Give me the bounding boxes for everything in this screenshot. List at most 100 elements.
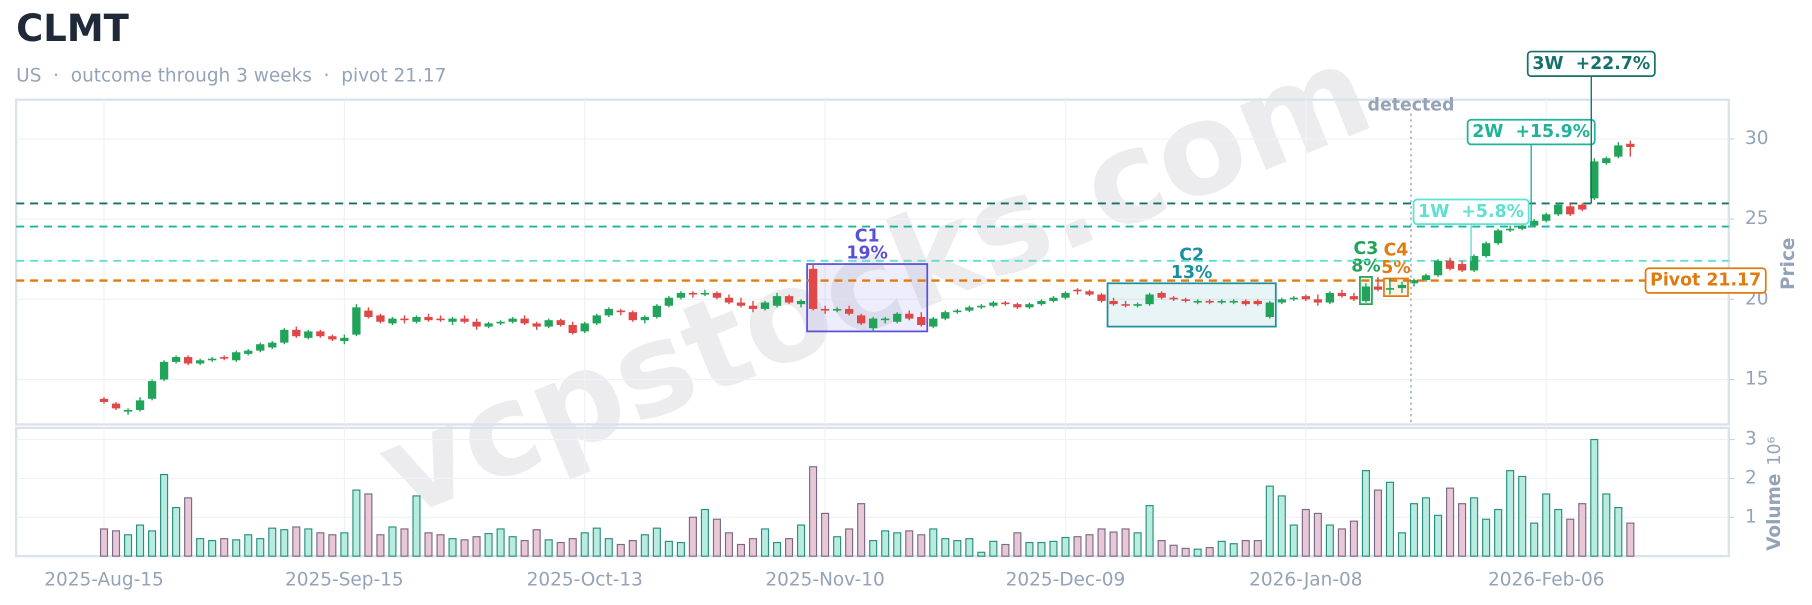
- volume-bar: [580, 532, 589, 557]
- volume-bar: [532, 529, 541, 557]
- volume-bar: [268, 527, 277, 557]
- y2-tick-label: 1: [1745, 506, 1757, 527]
- volume-bar: [496, 528, 505, 557]
- candle-body: [496, 321, 505, 324]
- label-box: [1412, 198, 1530, 225]
- x-tick-label: 2025-Sep-15: [285, 569, 404, 590]
- candle-body: [772, 296, 782, 306]
- candle-body: [1602, 158, 1611, 164]
- candle-body: [688, 292, 698, 295]
- label-box: [1526, 50, 1656, 78]
- volume-bar: [1578, 503, 1587, 557]
- volume-bar: [785, 538, 794, 557]
- volume-bar: [845, 528, 854, 557]
- volume-bar: [604, 538, 613, 557]
- candle-body: [700, 292, 710, 295]
- contraction-name: C3: [1354, 239, 1379, 259]
- volume-bar: [484, 533, 493, 557]
- volume-bar: [1506, 470, 1515, 557]
- candle-body: [977, 305, 986, 308]
- volume-bar: [1421, 497, 1431, 557]
- outcome-label: 1W +5.8%: [1418, 202, 1524, 222]
- volume-bar: [448, 538, 457, 557]
- candle-body: [1241, 300, 1250, 305]
- volume-bar: [280, 529, 289, 557]
- volume-bar: [1277, 495, 1286, 557]
- x-tick-label: 2025-Dec-09: [1006, 569, 1126, 590]
- candle-body: [424, 316, 433, 321]
- candle-body: [135, 400, 145, 410]
- candle-body: [917, 316, 926, 325]
- candle-body: [508, 318, 517, 322]
- volume-bar: [1554, 508, 1563, 557]
- volume-bar: [688, 516, 697, 557]
- volume-bar: [736, 543, 746, 557]
- volume-bar: [123, 534, 133, 557]
- candle-body: [159, 361, 169, 380]
- volume-bar: [1013, 532, 1022, 557]
- candle-body: [820, 308, 830, 311]
- contraction-depth: 13%: [1171, 263, 1212, 283]
- candle-body: [1205, 300, 1214, 303]
- contraction-depth: 5%: [1381, 258, 1410, 278]
- volume-bar: [797, 524, 806, 557]
- candle-body: [1337, 292, 1347, 297]
- candle-body: [1530, 220, 1539, 226]
- volume-bar: [664, 540, 673, 557]
- volume-bar: [1385, 481, 1395, 557]
- volume-bar: [760, 528, 770, 557]
- volume-bar: [256, 538, 265, 557]
- candle-body: [1289, 297, 1298, 300]
- label-box: [1466, 118, 1596, 146]
- volume-bar: [1482, 518, 1491, 557]
- candle-body: [280, 329, 289, 343]
- candle-body: [99, 398, 109, 402]
- volume-bar: [1518, 475, 1527, 557]
- candle-body: [388, 318, 397, 324]
- x-tick-label: 2025-Aug-15: [44, 569, 164, 590]
- candle-body: [748, 305, 758, 309]
- candle-body: [712, 292, 722, 298]
- candle-body: [953, 310, 962, 313]
- candle-body: [1253, 300, 1262, 305]
- volume-bar: [1373, 489, 1382, 557]
- volume-bar: [460, 539, 469, 557]
- y-tick-label: 30: [1745, 128, 1769, 149]
- volume-bar: [328, 534, 337, 557]
- volume-bar: [628, 540, 637, 557]
- candle-body: [520, 318, 529, 324]
- chart-title: CLMT: [16, 7, 129, 50]
- volume-bar: [1109, 531, 1118, 557]
- volume-bar: [616, 543, 625, 557]
- candle-body: [1193, 300, 1202, 303]
- volume-bar: [172, 506, 181, 557]
- candle-body: [857, 315, 866, 324]
- candle-body: [832, 308, 842, 311]
- candle-body: [1157, 292, 1166, 298]
- candle-body: [1325, 292, 1335, 303]
- candle-body: [1001, 302, 1010, 305]
- volume-bar: [1061, 536, 1070, 557]
- candle-body: [1566, 206, 1575, 215]
- volume-bar: [1446, 487, 1455, 557]
- volume-bar: [1289, 524, 1298, 557]
- volume-bar: [869, 540, 878, 557]
- volume-bar: [748, 538, 758, 557]
- volume-bar: [893, 532, 902, 557]
- volume-bar: [772, 541, 782, 557]
- candle-body: [616, 310, 625, 313]
- volume-bar: [881, 530, 890, 557]
- volume-bar: [1169, 544, 1178, 557]
- candle-body: [1457, 264, 1467, 271]
- candle-body: [652, 305, 662, 317]
- candle-body: [1481, 243, 1491, 257]
- contraction-depth: 19%: [846, 244, 887, 264]
- candle-body: [292, 329, 301, 337]
- candle-body: [1493, 230, 1503, 244]
- candle-body: [147, 381, 157, 399]
- volume-bar: [388, 526, 397, 557]
- x-tick-label: 2025-Oct-13: [527, 569, 643, 590]
- contraction-box: [1106, 282, 1277, 328]
- candle-body: [556, 320, 565, 325]
- volume-bar: [833, 536, 842, 557]
